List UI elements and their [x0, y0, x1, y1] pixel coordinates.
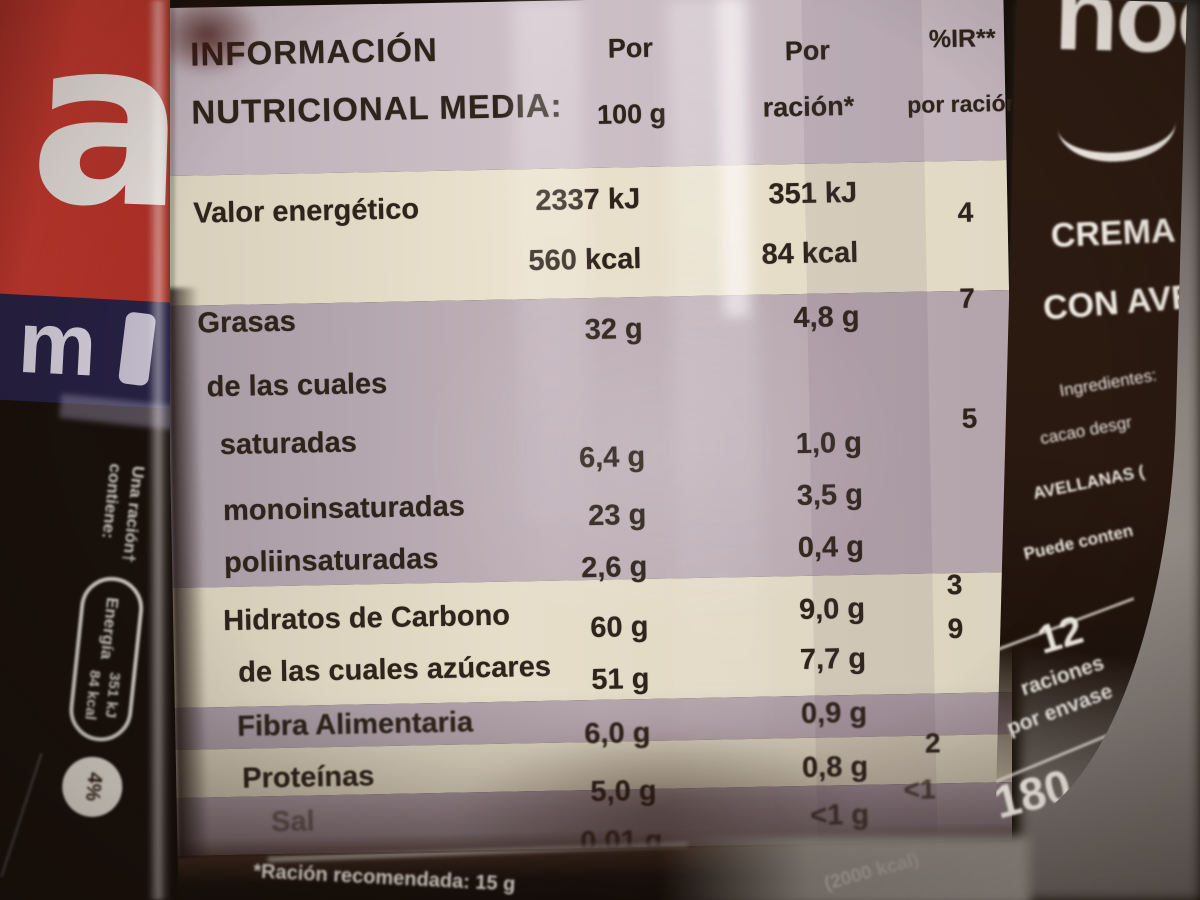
row-per100: 6,4 g [578, 440, 646, 475]
row-per100: 32 g [584, 312, 643, 347]
row-racion: 3,5 g [796, 478, 864, 513]
row-per100-kj: 2337 kJ [535, 183, 641, 218]
row-name: de las cuales azúcares [237, 650, 552, 689]
row-racion: 9,0 g [798, 592, 866, 627]
row-racion: 1,0 g [795, 426, 863, 461]
col-racion-line1: Por [784, 35, 831, 67]
ingredients-line: Ingredientes: [1057, 365, 1159, 401]
row-racion: 7,7 g [799, 642, 867, 677]
gda-pill: Energía 351 kJ 84 kcal [66, 574, 147, 745]
row-per100: 6,0 g [584, 716, 651, 751]
col-ir-line2: por ración [906, 89, 1012, 118]
row-name: de las cuales [206, 367, 388, 404]
row-ir: 9 [947, 612, 964, 645]
row-ir: 4 [957, 196, 974, 228]
table-title-line1: INFORMACIÓN [189, 30, 439, 73]
row-racion: 4,8 g [793, 300, 860, 335]
ingredients-line: cacao desgr [1038, 412, 1134, 449]
row-per100-kcal: 560 kcal [528, 243, 642, 278]
row-name: Proteínas [241, 760, 375, 795]
product-name-line2: CON AVEL [1041, 276, 1187, 328]
row-ir: 2 [924, 727, 941, 759]
right-jar-brand-panel: nocill CREMA AL CON AVEL Ingredientes: c… [995, 0, 1187, 833]
left-jar: a m Una ración† contiene: Energía 351 kJ… [0, 0, 170, 900]
row-racion: 0,4 g [797, 530, 865, 565]
col-ir-line1: %IR** [928, 24, 996, 54]
left-jar-red-label: a [0, 0, 170, 324]
table-title-line2: NUTRICIONAL MEDIA: [191, 86, 563, 131]
row-per100: 51 g [591, 662, 650, 697]
row-name: saturadas [219, 426, 358, 462]
row-name: poliinsaturadas [223, 542, 439, 580]
row-ir: 7 [959, 282, 976, 314]
col-per100-line1: Por [607, 32, 654, 64]
row-name: Sal [270, 805, 315, 839]
col-per100-line2: 100 g [596, 98, 667, 130]
background-wall-bottom [660, 836, 1030, 900]
label-curvature-wrap: INFORMACIÓN NUTRICIONAL MEDIA: Por 100 g… [170, 0, 1012, 900]
row-ir: <1 [903, 773, 936, 806]
right-panel-content: nocill CREMA AL CON AVEL Ingredientes: c… [995, 0, 1187, 832]
row-name: Fibra Alimentaria [236, 706, 474, 743]
row-racion: 0,8 g [801, 750, 869, 785]
brand-smile-icon [1055, 85, 1178, 166]
brand-logo-text: nocill [1052, 0, 1187, 79]
ingredients-line: AVELLANAS ( [1031, 461, 1147, 504]
row-name: Hidratos de Carbono [222, 599, 511, 638]
row-name: Grasas [197, 305, 297, 340]
row-racion-kcal: 84 kcal [761, 236, 859, 271]
label-content: INFORMACIÓN NUTRICIONAL MEDIA: Por 100 g… [170, 0, 1012, 900]
product-name-line1: CREMA AL [1050, 209, 1187, 256]
row-ir: 3 [946, 568, 963, 601]
ingredients-line: Puede conten [1021, 520, 1135, 564]
row-per100: 2,6 g [580, 550, 648, 585]
nutrition-label: INFORMACIÓN NUTRICIONAL MEDIA: Por 100 g… [170, 0, 1012, 900]
row-racion: <1 g [809, 798, 870, 832]
left-jar-logo-letter-m: m [15, 291, 100, 395]
row-ir: 5 [961, 402, 978, 434]
row-racion-kj: 351 kJ [768, 176, 858, 211]
col-racion-line2: ración* [762, 90, 855, 123]
row-per100: 60 g [590, 610, 649, 645]
row-per100: 23 g [587, 498, 647, 533]
row-per100: 5,0 g [590, 774, 657, 809]
row-name: monoinsaturadas [222, 490, 466, 528]
gda-kcal-value: 84 kcal [81, 669, 104, 721]
row-per100: 0,01 g [580, 824, 663, 859]
row-name: Valor energético [193, 193, 420, 230]
net-weight: 180 [995, 758, 1077, 829]
gda-caption: Una ración† contiene: [94, 462, 150, 564]
jar-edge-glint [148, 0, 174, 900]
left-jar-navy-band: m [0, 291, 170, 410]
gda-percent-circle: 4% [59, 753, 126, 820]
gda-kj-value: 351 kJ [101, 671, 124, 719]
band-header [170, 0, 1007, 177]
glass-streak [0, 752, 44, 878]
gda-energy-label: Energía [97, 596, 123, 661]
gda-energy-badge: Una ración† contiene: Energía 351 kJ 84 … [58, 461, 158, 820]
row-racion: 0,9 g [800, 696, 868, 731]
band-energy [170, 159, 1010, 307]
